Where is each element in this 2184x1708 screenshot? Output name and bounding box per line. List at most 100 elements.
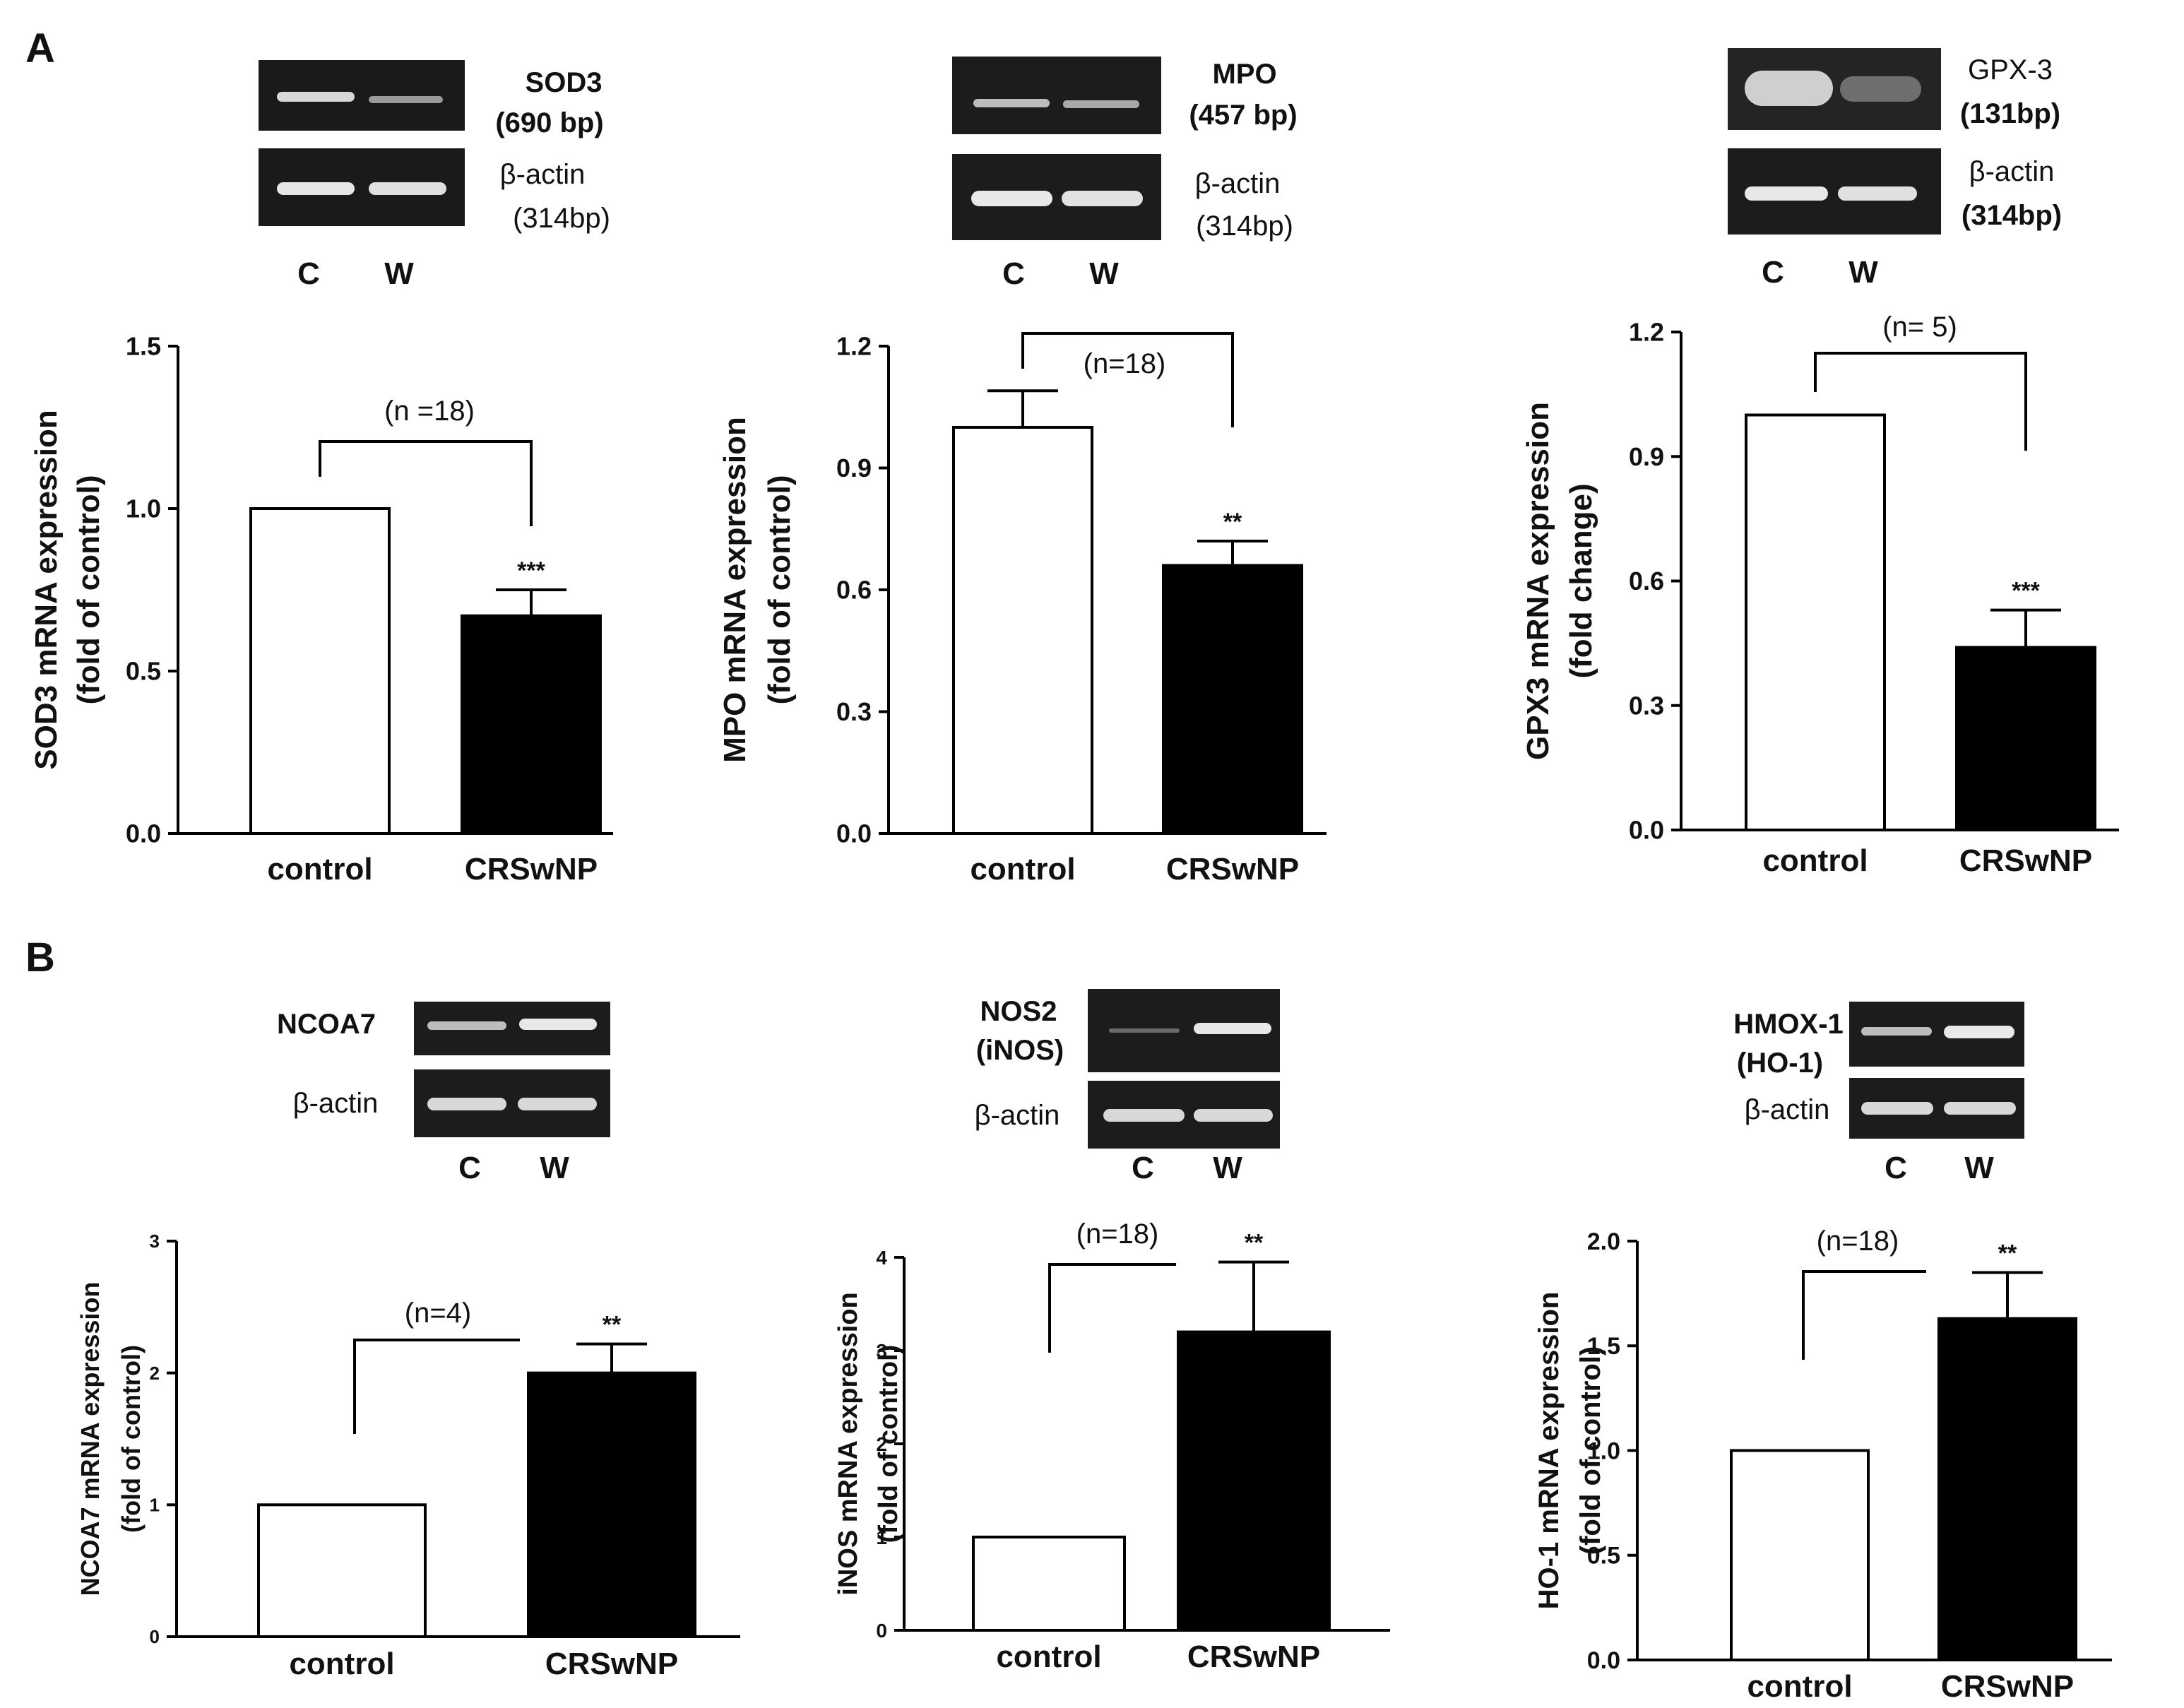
x-tick-label: control xyxy=(1762,843,1868,878)
gel-ref-band-c xyxy=(1745,186,1828,201)
gel-target-label: GPX-3 xyxy=(1968,54,2053,85)
bar-control xyxy=(257,1503,427,1638)
sample-size-label: (n=18) xyxy=(1817,1226,1899,1257)
lane-label-w: W xyxy=(1848,255,1878,290)
gel-hmox1: HMOX-1 (HO-1) β-actin C W xyxy=(1733,1002,2024,1185)
y-tick-label: 0.0 xyxy=(1587,1647,1620,1674)
y-tick-label: 1 xyxy=(876,1526,887,1548)
gel-target-size: (HO-1) xyxy=(1737,1048,1823,1079)
bar-chart-3: 0.0 0.3 0.6 0.9 1.2 control CRSwNP *** (n= 5) GPX… xyxy=(1521,312,2119,878)
bar-chart-2: 0.0 0.3 0.6 0.9 1.2 control CRSwNP ** (n=18) MPO … xyxy=(718,332,1327,886)
y-axis-label-unit: (fold of control) xyxy=(762,475,797,704)
y-axis-label-unit: (fold change) xyxy=(1564,483,1598,678)
y-axis-label: SOD3 mRNA expression xyxy=(29,410,64,769)
gel-mpo: MPO (457 bp) β-actin (314bp) C W xyxy=(952,57,1298,291)
gel-gpx3: GPX-3 (131bp) β-actin (314bp) C W xyxy=(1728,48,2062,290)
x-tick-label: CRSwNP xyxy=(1187,1639,1320,1674)
gel-band-c xyxy=(427,1021,506,1030)
gel-band-c xyxy=(1745,71,1833,106)
x-tick-label: control xyxy=(996,1639,1101,1674)
y-tick-label: 0.0 xyxy=(126,819,161,848)
gel-target-label: HMOX-1 xyxy=(1733,1009,1844,1040)
y-axis-label: iNOS mRNA expression xyxy=(833,1292,863,1595)
significance-marker: ** xyxy=(603,1312,622,1339)
y-tick-label: 1.5 xyxy=(126,332,161,361)
y-tick-label: 0.5 xyxy=(126,657,161,686)
lane-label-w: W xyxy=(1089,256,1119,291)
lane-label-w: W xyxy=(1964,1151,1994,1185)
gel-ref-band-w xyxy=(1944,1102,2016,1115)
comparison-bracket xyxy=(1048,1263,1176,1353)
y-tick-label: 0.0 xyxy=(1629,816,1664,845)
lane-label-c: C xyxy=(297,256,320,291)
y-tick-label: 1.2 xyxy=(836,332,872,361)
gel-ref-band-w xyxy=(1062,191,1143,206)
gel-ref-band-c xyxy=(1861,1102,1933,1115)
comparison-bracket xyxy=(1814,352,2027,451)
y-tick-label: 0.3 xyxy=(836,697,872,726)
lane-label-c: C xyxy=(1002,256,1025,291)
gel-band-w xyxy=(519,1019,597,1030)
gel-band-c xyxy=(277,92,355,102)
gel-ncoa7: NCOA7 β-actin C W xyxy=(277,1002,610,1185)
comparison-bracket xyxy=(319,440,533,526)
y-tick-label: 1.2 xyxy=(1629,318,1664,347)
gel-target-size: (131bp) xyxy=(1960,98,2060,129)
x-tick-label: CRSwNP xyxy=(1166,852,1299,886)
significance-marker: *** xyxy=(2012,578,2040,605)
gel-ref-label: β-actin xyxy=(975,1100,1060,1131)
comparison-bracket xyxy=(1802,1270,1926,1360)
lane-label-w: W xyxy=(1213,1151,1242,1185)
significance-marker: ** xyxy=(1998,1240,2017,1267)
y-tick-label: 0.6 xyxy=(1629,567,1664,595)
y-tick-label: 0.5 xyxy=(1587,1543,1620,1570)
lane-label-c: C xyxy=(1762,255,1784,290)
gel-ref-band-c xyxy=(971,191,1052,206)
gel-ref-band-w xyxy=(369,182,446,195)
gel-band-w xyxy=(369,96,443,103)
gel-target-size: (iNOS) xyxy=(976,1035,1064,1066)
y-tick-label: 0.9 xyxy=(836,453,872,482)
gel-ref-label: β-actin xyxy=(1195,168,1281,199)
y-axis-label-unit: (fold of control) xyxy=(117,1345,146,1533)
gel-sod3: SOD3 (690 bp) β-actin (314bp) C W xyxy=(259,60,610,291)
x-tick-label: control xyxy=(267,852,372,886)
gel-ref-band-w xyxy=(1194,1109,1273,1122)
gel-target-size: (690 bp) xyxy=(495,107,603,138)
gel-band-c xyxy=(973,99,1050,107)
y-tick-label: 0 xyxy=(150,1626,160,1647)
gel-target-strip xyxy=(952,57,1161,134)
lane-label-w: W xyxy=(384,256,414,291)
gel-nos2: NOS2 (iNOS) β-actin C W xyxy=(975,989,1280,1185)
bar-chart-5: 0 1 2 3 4 control CRSwNP ** (n=18) iNOS mRNA expr… xyxy=(833,1218,1390,1674)
gel-target-label: MPO xyxy=(1212,59,1276,90)
bar-control xyxy=(972,1536,1126,1632)
panel-label-a: A xyxy=(25,25,55,71)
gel-ref-band-w xyxy=(1838,186,1917,201)
sample-size-label: (n=18) xyxy=(1084,348,1166,379)
gel-ref-band-c xyxy=(1103,1109,1185,1122)
significance-marker: ** xyxy=(1245,1230,1264,1257)
bar-charts: 0.0 0.5 1.0 1.5 control CRSwNP *** (n =18) SOD3 … xyxy=(29,312,2119,1704)
x-tick-label: CRSwNP xyxy=(545,1647,678,1681)
bar-crswnp xyxy=(1162,564,1303,835)
y-tick-label: 2 xyxy=(150,1363,160,1384)
gel-ref-label: β-actin xyxy=(1969,156,2055,187)
gel-ref-label: β-actin xyxy=(1745,1094,1830,1125)
gel-ref-size: (314bp) xyxy=(1962,200,2062,231)
bar-crswnp xyxy=(1177,1330,1331,1632)
y-tick-label: 0.3 xyxy=(1629,691,1664,720)
bar-chart-4: 0 1 2 3 control CRSwNP ** (n=4) NCOA7 mRNA expre… xyxy=(76,1230,740,1681)
x-tick-label: CRSwNP xyxy=(465,852,598,886)
y-tick-label: 0.0 xyxy=(836,819,872,848)
bar-control xyxy=(249,507,391,835)
bar-control xyxy=(1745,413,1886,831)
gel-band-w xyxy=(1194,1023,1271,1034)
y-tick-label: 4 xyxy=(876,1247,887,1269)
gel-band-c xyxy=(1109,1028,1180,1033)
y-axis-label-unit: (fold of control) xyxy=(1575,1346,1606,1555)
y-axis-label: MPO mRNA expression xyxy=(718,417,752,763)
y-tick-label: 3 xyxy=(150,1230,160,1252)
y-axis-label-unit: (fold of control) xyxy=(71,475,106,704)
